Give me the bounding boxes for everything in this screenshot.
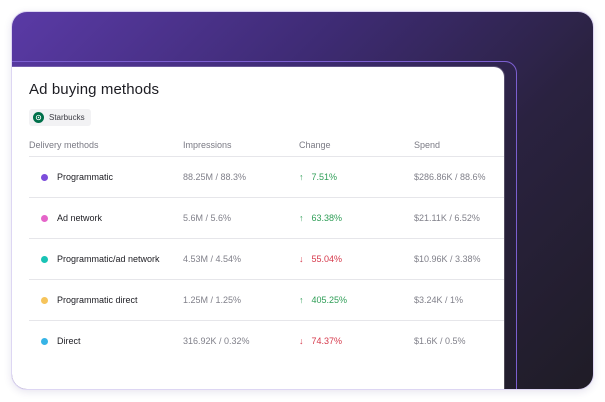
series-dot-icon [41,338,48,345]
change-value: ↑ 63.38% [299,213,342,223]
change-value: ↓ 55.04% [299,254,342,264]
advertiser-chip-label: Starbucks [49,113,85,122]
header-spend[interactable]: Spend [414,140,441,150]
impressions-value: 1.25M / 1.25% [183,295,242,305]
delivery-method-name: Direct [57,336,81,346]
arrow-up-icon: ↑ [299,172,304,182]
table-row[interactable]: Ad network 5.6M / 5.6% ↑ 63.38% $21.11K … [29,198,504,239]
table-row[interactable]: Direct 316.92K / 0.32% ↓ 74.37% $1.6K / … [29,321,504,361]
impressions-value: 5.6M / 5.6% [183,213,232,223]
delivery-method-name: Programmatic/ad network [57,254,160,264]
spend-value: $286.86K / 88.6% [414,172,486,182]
delivery-methods-table: Delivery methods Impressions Change Spen… [29,138,504,361]
ad-buying-card: Ad buying methods Starbucks Delivery met… [12,67,504,389]
advertiser-chip[interactable]: Starbucks [29,109,91,126]
change-percent: 405.25% [311,295,348,305]
table-header: Delivery methods Impressions Change Spen… [29,138,504,157]
arrow-down-icon: ↓ [299,336,304,346]
change-percent: 7.51% [311,172,338,182]
change-percent: 74.37% [311,336,343,346]
table-row[interactable]: Programmatic/ad network 4.53M / 4.54% ↓ … [29,239,504,280]
arrow-up-icon: ↑ [299,213,304,223]
delivery-method-name: Programmatic [57,172,114,182]
app-frame: Ad buying methods Starbucks Delivery met… [11,11,594,390]
spend-value: $1.6K / 0.5% [414,336,466,346]
series-dot-icon [41,256,48,263]
spend-value: $3.24K / 1% [414,295,464,305]
delivery-method-name: Programmatic direct [57,295,138,305]
change-value: ↑ 7.51% [299,172,337,182]
arrow-down-icon: ↓ [299,254,304,264]
impressions-value: 88.25M / 88.3% [183,172,247,182]
starbucks-logo-icon [33,112,44,123]
header-delivery-methods[interactable]: Delivery methods [29,140,99,150]
card-title: Ad buying methods [29,81,160,98]
panel-outline [12,61,517,389]
arrow-up-icon: ↑ [299,295,304,305]
spend-value: $10.96K / 3.38% [414,254,481,264]
header-change[interactable]: Change [299,140,331,150]
impressions-value: 316.92K / 0.32% [183,336,250,346]
series-dot-icon [41,215,48,222]
series-dot-icon [41,174,48,181]
series-dot-icon [41,297,48,304]
spend-value: $21.11K / 6.52% [414,213,480,223]
header-impressions[interactable]: Impressions [183,140,232,150]
change-percent: 63.38% [311,213,343,223]
table-row[interactable]: Programmatic direct 1.25M / 1.25% ↑ 405.… [29,280,504,321]
delivery-method-name: Ad network [57,213,103,223]
change-value: ↑ 405.25% [299,295,347,305]
change-value: ↓ 74.37% [299,336,342,346]
change-percent: 55.04% [311,254,343,264]
table-row[interactable]: Programmatic 88.25M / 88.3% ↑ 7.51% $286… [29,157,504,198]
impressions-value: 4.53M / 4.54% [183,254,242,264]
